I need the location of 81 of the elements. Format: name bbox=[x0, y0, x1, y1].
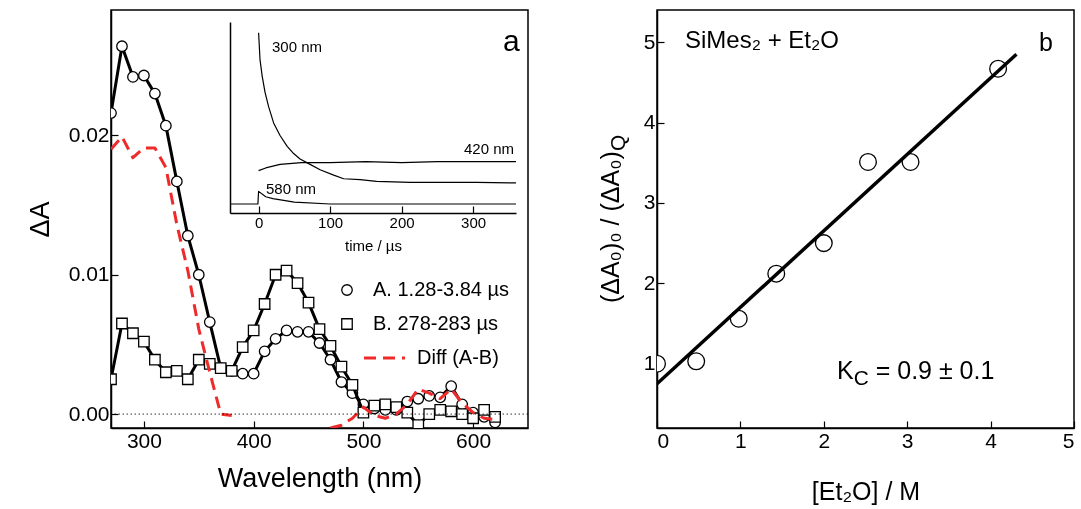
annotation: b bbox=[1039, 28, 1053, 56]
point bbox=[149, 353, 161, 366]
x-tick-label: 200 bbox=[389, 213, 415, 231]
point bbox=[291, 277, 304, 289]
point bbox=[335, 360, 348, 373]
series-label: 580 nm bbox=[266, 180, 317, 197]
x-tick-label: 3 bbox=[901, 428, 914, 452]
point bbox=[192, 353, 205, 366]
y-tick-label: 2 bbox=[643, 270, 656, 294]
point bbox=[116, 40, 128, 53]
point bbox=[170, 175, 183, 188]
point bbox=[116, 317, 128, 330]
y-tick-label: 5 bbox=[643, 29, 656, 53]
point bbox=[149, 87, 161, 100]
point bbox=[203, 316, 216, 328]
annotation: K$_{C}$ = 0.9 ± 0.1 bbox=[837, 356, 995, 389]
point bbox=[138, 69, 150, 82]
point bbox=[258, 345, 271, 358]
point bbox=[445, 380, 458, 393]
point bbox=[159, 366, 172, 379]
x-tick-label: 300 bbox=[461, 213, 487, 231]
point bbox=[302, 325, 315, 338]
point bbox=[138, 335, 150, 348]
series-label: 420 nm bbox=[463, 140, 514, 157]
point bbox=[467, 412, 480, 425]
point bbox=[346, 378, 359, 391]
point bbox=[456, 408, 469, 420]
point bbox=[291, 325, 304, 338]
y-tick-label: 4 bbox=[643, 110, 656, 134]
x-tick-label: 4 bbox=[985, 428, 998, 452]
x-tick-label: 0 bbox=[657, 428, 670, 452]
point bbox=[181, 229, 194, 242]
point bbox=[159, 119, 172, 132]
point bbox=[181, 373, 194, 386]
point bbox=[434, 403, 447, 416]
x-tick-label: 500 bbox=[346, 428, 382, 452]
x-axis-title: Wavelength (nm) bbox=[217, 462, 423, 493]
y-tick-label: 0.02 bbox=[68, 122, 110, 146]
annotation: SiMes₂ + Et₂O bbox=[685, 26, 840, 53]
point bbox=[269, 268, 282, 281]
point bbox=[170, 364, 183, 377]
x-axis-title: time / µs bbox=[345, 236, 402, 254]
point bbox=[445, 405, 458, 418]
point bbox=[280, 324, 293, 337]
point bbox=[313, 337, 326, 349]
y-tick-label: 3 bbox=[643, 190, 656, 214]
point bbox=[127, 71, 139, 83]
y-tick-label: 1 bbox=[643, 351, 656, 375]
point bbox=[236, 341, 249, 354]
x-tick-label: 1 bbox=[735, 428, 747, 452]
point bbox=[269, 332, 282, 345]
y-axis-title: ΔA bbox=[24, 201, 55, 238]
x-axis-title: [Et₂O] / M bbox=[811, 476, 921, 505]
x-tick-label: 400 bbox=[236, 428, 272, 452]
point bbox=[478, 403, 490, 416]
y-tick-label: 0.00 bbox=[68, 401, 110, 425]
series-label: 300 nm bbox=[272, 38, 323, 55]
x-tick-label: 0 bbox=[254, 213, 264, 231]
point bbox=[192, 268, 205, 281]
point bbox=[258, 298, 271, 310]
point bbox=[313, 323, 326, 335]
point bbox=[236, 367, 249, 380]
x-tick-label: 300 bbox=[126, 428, 162, 452]
point bbox=[247, 367, 260, 380]
legend-label: Diff (A-B) bbox=[417, 346, 499, 368]
x-tick-label: 600 bbox=[456, 428, 492, 452]
legend-label: A. 1.28-3.84 µs bbox=[373, 278, 510, 300]
point bbox=[379, 398, 392, 411]
point bbox=[335, 376, 348, 388]
x-tick-label: 100 bbox=[318, 213, 344, 231]
point bbox=[324, 353, 337, 366]
x-tick-label: 5 bbox=[1062, 428, 1075, 452]
point bbox=[214, 362, 227, 374]
point bbox=[324, 339, 337, 352]
y-tick-label: 0.01 bbox=[68, 262, 110, 286]
x-tick-label: 2 bbox=[818, 428, 831, 452]
point bbox=[127, 327, 139, 340]
legend-label: B. 278-283 µs bbox=[373, 312, 498, 334]
point bbox=[247, 324, 260, 337]
point bbox=[423, 408, 436, 420]
annotation: a bbox=[503, 24, 520, 57]
